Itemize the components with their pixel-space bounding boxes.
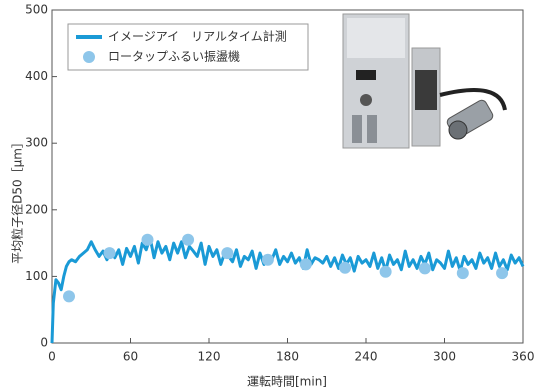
x-axis-label: 運転時間[min] <box>247 375 327 389</box>
y-tick-label: 100 <box>25 269 48 283</box>
y-tick-label: 500 <box>25 3 48 17</box>
y-tick-label: 300 <box>25 136 48 150</box>
data-point <box>63 290 75 302</box>
x-tick-label: 0 <box>48 350 56 364</box>
x-tick-label: 120 <box>198 350 221 364</box>
legend-dot <box>83 51 95 63</box>
data-point <box>182 234 194 246</box>
y-tick-label: 0 <box>40 336 48 350</box>
data-point <box>457 267 469 279</box>
data-point <box>262 254 274 266</box>
y-tick-label: 400 <box>25 69 48 83</box>
x-tick-label: 180 <box>276 350 299 364</box>
x-tick-label: 300 <box>433 350 456 364</box>
y-axis-label: 平均粒子径D50［µm］ <box>10 136 25 264</box>
x-tick-label: 60 <box>123 350 138 364</box>
legend-label: ロータップふるい振盪機 <box>108 49 240 64</box>
y-tick-label: 200 <box>25 202 48 216</box>
chart: 平均粒子径D50［µm］ 運転時間[min] 0 100 200 300 400 500 0… <box>0 0 538 392</box>
data-point <box>104 247 116 259</box>
x-tick-label: 240 <box>355 350 378 364</box>
data-point <box>300 258 312 270</box>
legend-label: イメージアイ リアルタイム計測 <box>108 29 287 44</box>
data-point <box>496 267 508 279</box>
data-point <box>419 262 431 274</box>
data-point <box>380 266 392 278</box>
data-point <box>339 262 351 274</box>
x-tick-label: 360 <box>512 350 535 364</box>
page: {"chart_data": {"type": "line", "x_label… <box>0 0 538 392</box>
data-point <box>221 247 233 259</box>
data-point <box>142 234 154 246</box>
